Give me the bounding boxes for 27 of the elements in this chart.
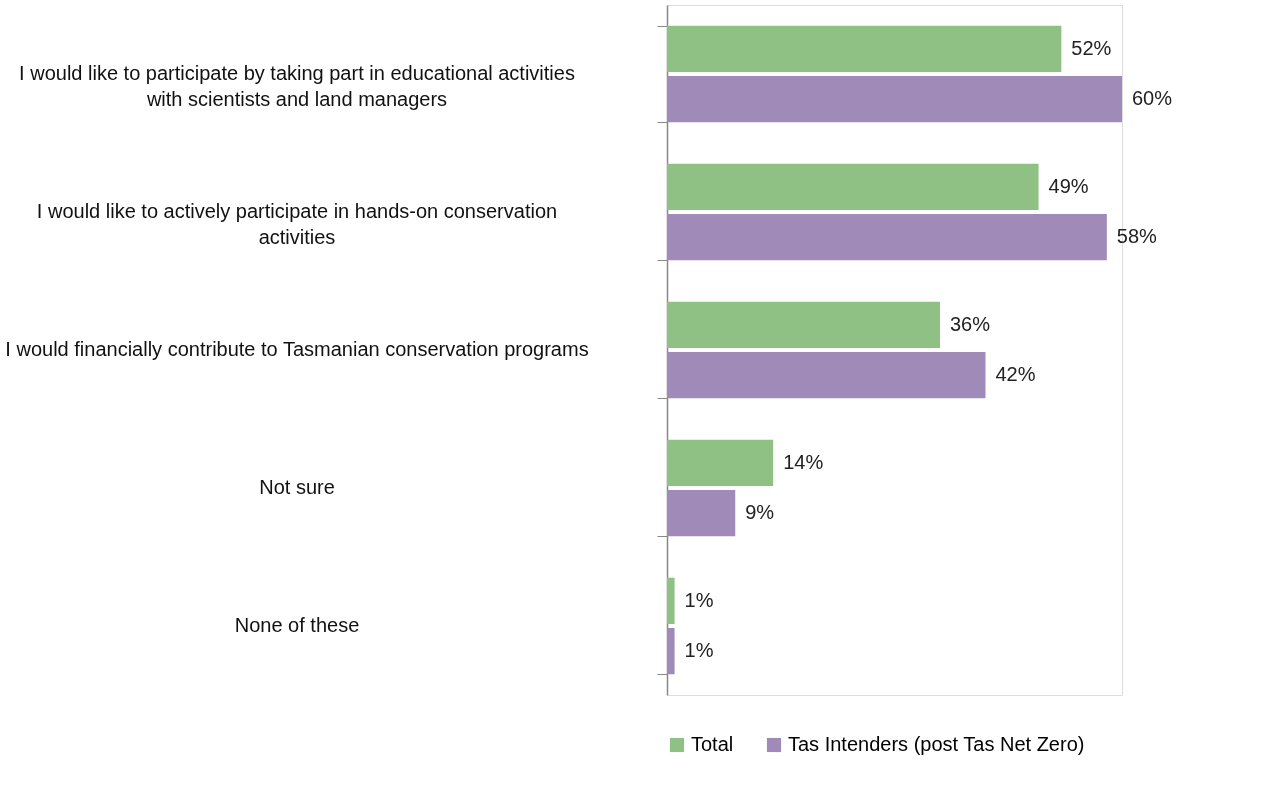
bar: [667, 163, 1039, 210]
data-label: 60%: [1132, 87, 1173, 110]
data-label: 1%: [684, 639, 714, 662]
data-label: 52%: [1071, 36, 1112, 59]
legend-label: Total: [691, 733, 734, 755]
y-tick-label: None of these: [234, 614, 360, 636]
y-tick-label: Not sure: [259, 476, 335, 498]
bar: [667, 439, 774, 486]
y-tick-label: I would like to actively participate in hands-on conservation activities: [36, 200, 558, 248]
data-label: 36%: [950, 312, 991, 335]
bar: [667, 490, 736, 537]
y-tick-label: I would like to participate by taking part in educational activities with scientists and land managers: [19, 62, 575, 110]
data-label: 49%: [1048, 174, 1089, 197]
bar: [667, 301, 940, 348]
bar: [667, 25, 1062, 72]
data-label: 58%: [1116, 225, 1158, 248]
data-label: 14%: [783, 450, 824, 473]
data-label: 9%: [745, 501, 775, 524]
y-tick-label: I would financially contribute to Tasmanian conservation programs: [5, 338, 589, 360]
bar: [667, 577, 675, 624]
legend-label: Tas Intenders (post Tas Net Zero): [788, 733, 1085, 755]
bar: [667, 76, 1122, 123]
bar: [667, 214, 1107, 261]
data-label: 1%: [684, 588, 714, 611]
bar: [667, 352, 986, 399]
data-label: 42%: [995, 363, 1036, 386]
bar: [667, 628, 675, 675]
